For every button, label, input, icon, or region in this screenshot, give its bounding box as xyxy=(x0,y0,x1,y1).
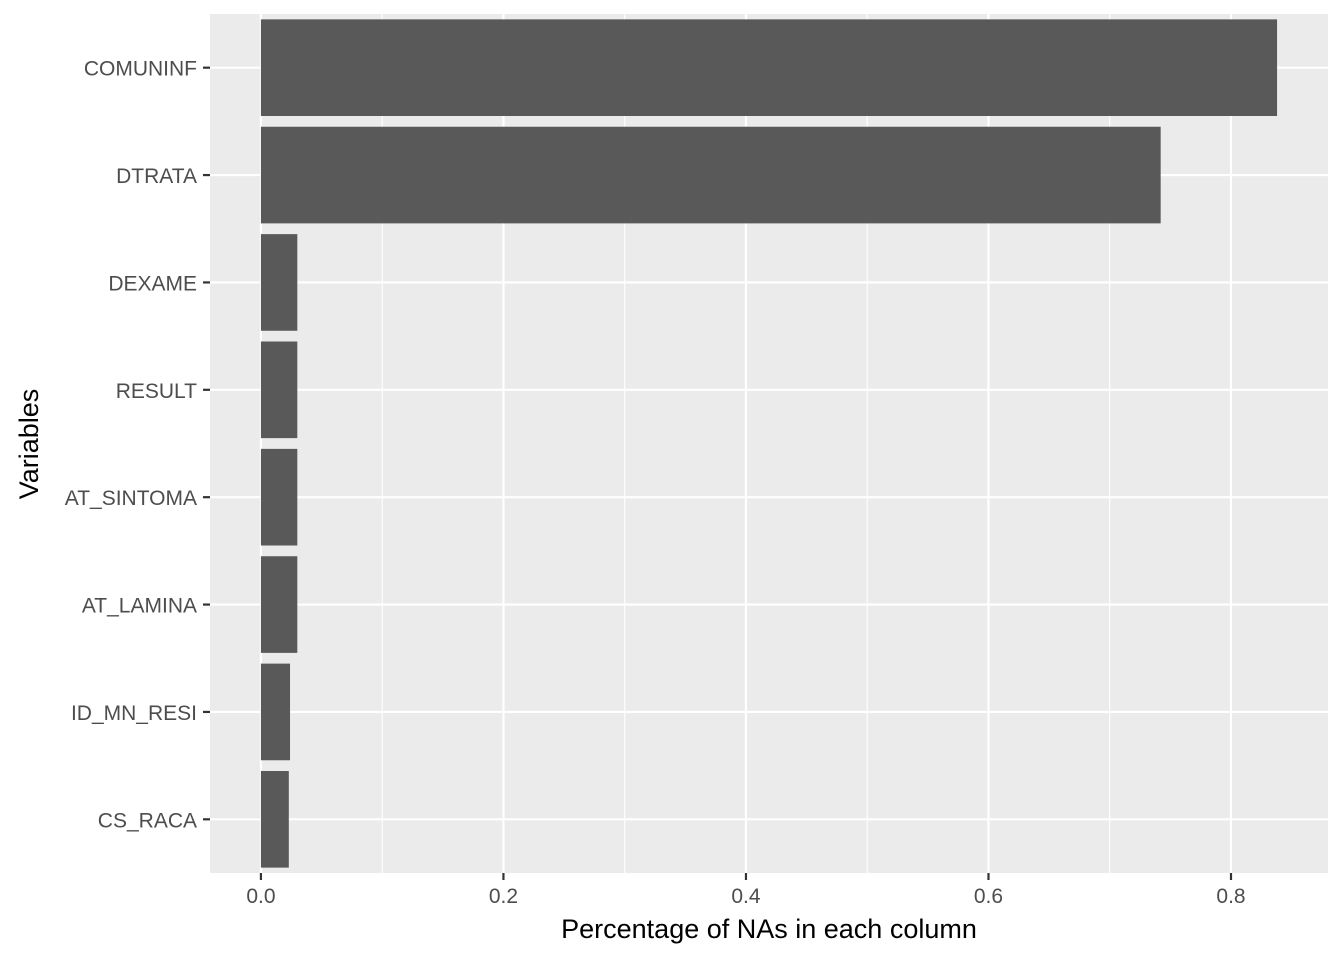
x-tick-label: 0.8 xyxy=(1216,885,1245,908)
x-tick-label: 0.4 xyxy=(731,885,761,908)
bar-at-lamina xyxy=(260,556,298,653)
bar-id-mn-resi xyxy=(260,663,291,761)
y-tick-label: AT_SINTOMA xyxy=(65,487,197,510)
bar-result xyxy=(260,341,298,439)
x-axis-title: Percentage of NAs in each column xyxy=(561,914,977,944)
bar-at-sintoma xyxy=(260,448,298,546)
y-tick-label: RESULT xyxy=(116,380,197,403)
y-tick-label: DTRATA xyxy=(116,165,197,188)
y-axis: COMUNINF DTRATA DEXAME RESULT AT_SINTOMA AT_L… xyxy=(65,58,210,832)
bar-dexame xyxy=(260,234,298,331)
x-axis: 0.0 0.2 0.4 0.6 0.8 xyxy=(246,873,1246,908)
bar-dtrata xyxy=(260,126,1161,224)
x-tick-label: 0.0 xyxy=(246,885,275,908)
y-tick-label: ID_MN_RESI xyxy=(71,702,197,725)
y-tick-label: COMUNINF xyxy=(84,58,197,81)
bar-cs-raca xyxy=(260,770,289,868)
y-tick-label: AT_LAMINA xyxy=(82,595,197,618)
y-tick-label: DEXAME xyxy=(108,272,197,295)
y-axis-title: Variables xyxy=(14,389,44,500)
x-tick-label: 0.6 xyxy=(974,885,1003,908)
bars xyxy=(260,19,1278,868)
y-tick-label: CS_RACA xyxy=(98,809,197,832)
x-tick-label: 0.2 xyxy=(489,885,518,908)
bar-comuninf xyxy=(260,19,1278,117)
